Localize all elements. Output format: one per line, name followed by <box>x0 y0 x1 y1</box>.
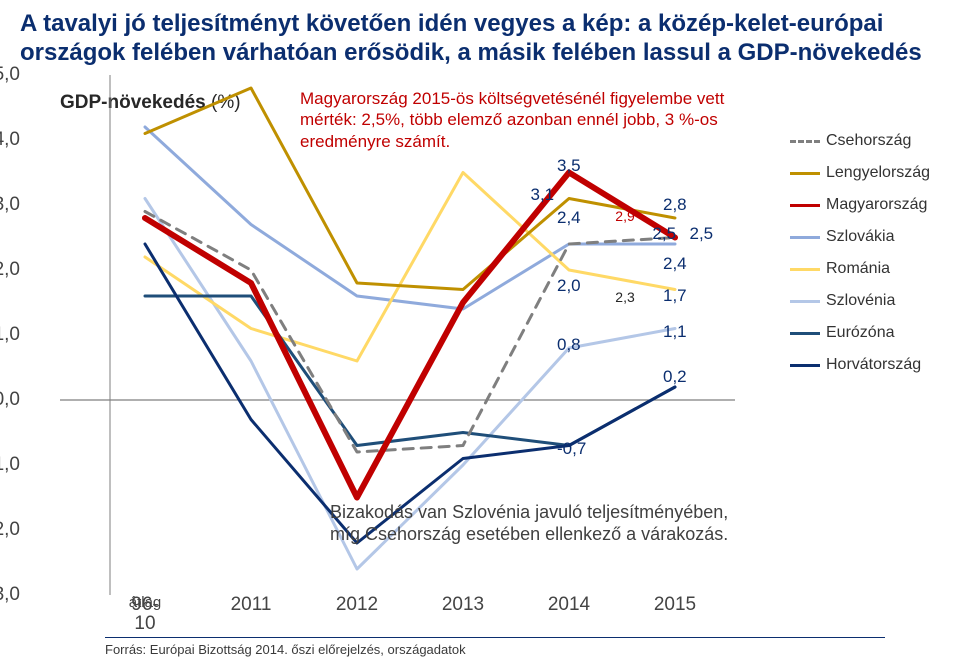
y-tick-label: -2,0 <box>0 519 20 541</box>
legend-swatch <box>790 268 820 271</box>
legend-label: Szlovénia <box>826 285 895 317</box>
data-value-label: -0,7 <box>557 439 586 459</box>
y-tick-label: 4,0 <box>0 129 20 151</box>
legend-label: Lengyelország <box>826 157 930 189</box>
legend-label: Szlovákia <box>826 221 894 253</box>
legend-swatch <box>790 364 820 367</box>
y-tick-label: -1,0 <box>0 454 20 476</box>
legend-swatch <box>790 300 820 303</box>
legend-item: Magyarország <box>790 189 930 221</box>
legend-item: Románia <box>790 253 930 285</box>
legend-item: Horvátország <box>790 349 930 381</box>
y-tick-label: 1,0 <box>0 324 20 346</box>
source-line: Forrás: Európai Bizottság 2014. őszi elő… <box>105 637 885 657</box>
data-value-label: 3,5 <box>557 156 581 176</box>
data-value-label: 1,7 <box>663 286 687 306</box>
legend-swatch <box>790 140 820 143</box>
legend-swatch <box>790 332 820 335</box>
legend-item: Eurózóna <box>790 317 930 349</box>
data-value-label: 2,0 <box>557 276 581 296</box>
legend-label: Eurózóna <box>826 317 895 349</box>
legend-item: Szlovénia <box>790 285 930 317</box>
data-value-label: 2,4 <box>663 254 687 274</box>
legend: CsehországLengyelországMagyarországSzlov… <box>790 125 930 381</box>
legend-swatch <box>790 204 820 207</box>
data-value-label: 2,8 <box>663 195 687 215</box>
data-value-label: 3,1 <box>531 185 555 205</box>
data-value-label: 2,5 <box>690 224 714 244</box>
y-tick-label: -3,0 <box>0 584 20 606</box>
legend-item: Csehország <box>790 125 930 157</box>
page-title: A tavalyi jó teljesítményt követően idén… <box>0 0 960 72</box>
y-tick-label: 5,0 <box>0 64 20 86</box>
data-value-label: 2,4 <box>557 208 581 228</box>
data-value-label: 2,3 <box>615 289 634 305</box>
legend-item: Lengyelország <box>790 157 930 189</box>
legend-item: Szlovákia <box>790 221 930 253</box>
data-value-label: 1,1 <box>663 322 687 342</box>
footnote: Bizakodás van Szlovénia javuló teljesítm… <box>330 502 760 545</box>
data-value-label: 2,5 <box>652 224 676 244</box>
y-tick-label: 2,0 <box>0 259 20 281</box>
legend-label: Románia <box>826 253 890 285</box>
y-tick-label: 0,0 <box>0 389 20 411</box>
data-value-label: 2,9 <box>615 208 634 224</box>
legend-label: Csehország <box>826 125 911 157</box>
y-tick-label: 3,0 <box>0 194 20 216</box>
legend-swatch <box>790 236 820 239</box>
legend-swatch <box>790 172 820 175</box>
legend-label: Magyarország <box>826 189 927 221</box>
data-value-label: 0,8 <box>557 335 581 355</box>
legend-label: Horvátország <box>826 349 921 381</box>
data-value-label: 0,2 <box>663 367 687 387</box>
